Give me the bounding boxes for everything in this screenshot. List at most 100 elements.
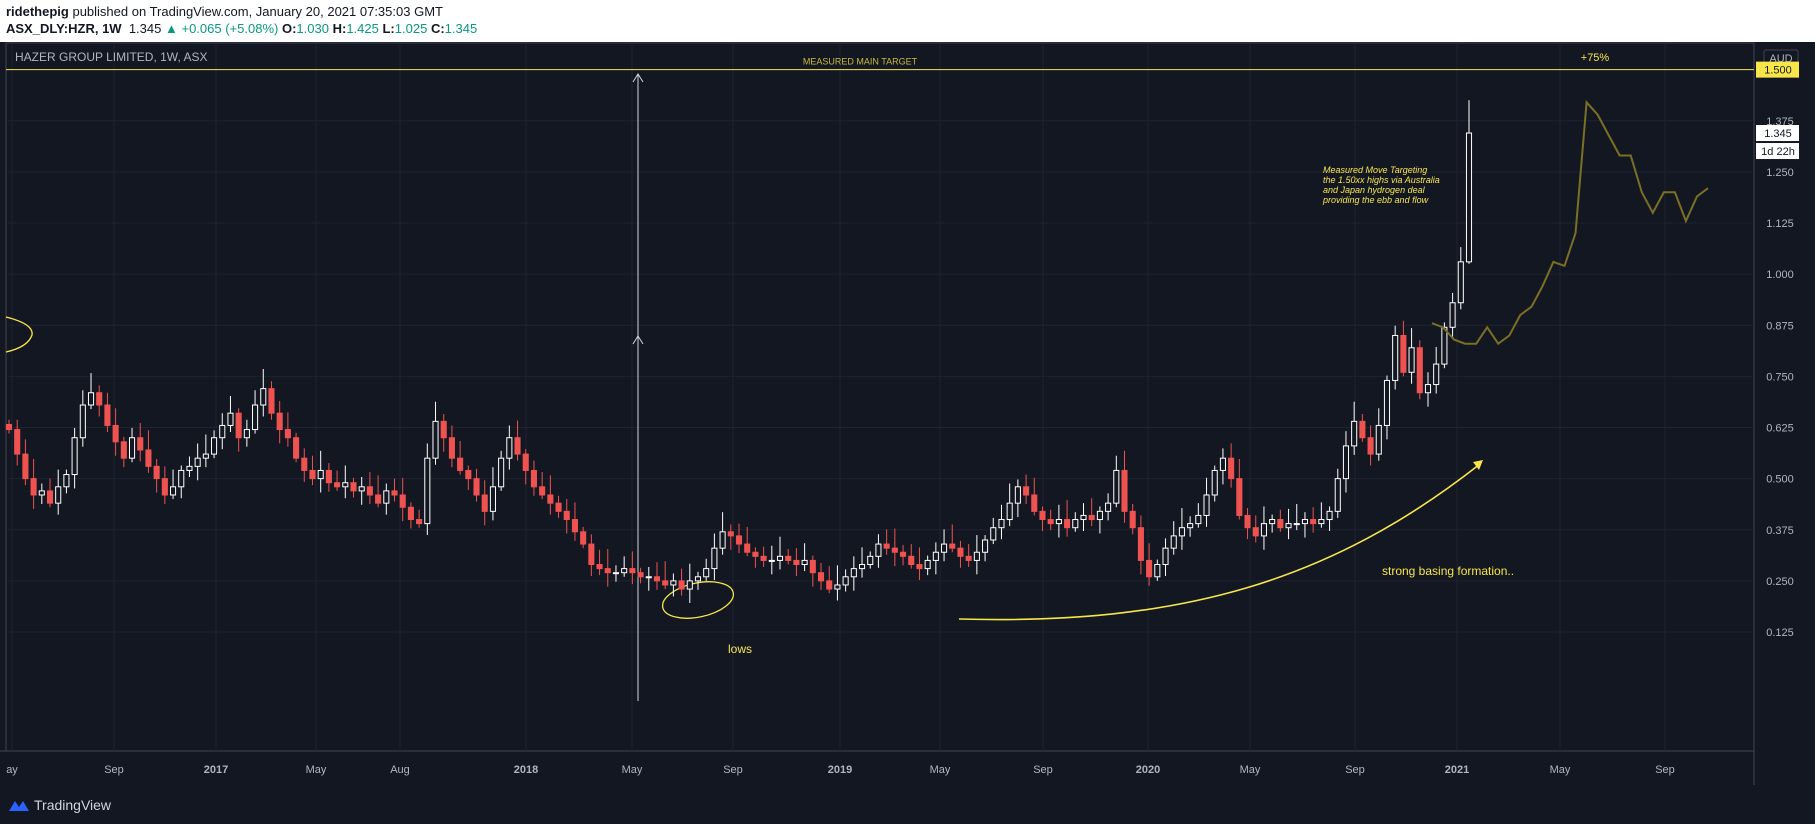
candle-body[interactable] xyxy=(932,551,939,561)
candle-body[interactable] xyxy=(1236,478,1243,516)
candle-body[interactable] xyxy=(539,486,546,496)
candle-body[interactable] xyxy=(867,555,874,566)
candle-body[interactable] xyxy=(161,478,168,496)
projection-line[interactable] xyxy=(1431,99,1709,346)
candle-body[interactable] xyxy=(1260,523,1267,537)
candle-body[interactable] xyxy=(38,490,45,496)
candle-body[interactable] xyxy=(1228,457,1235,480)
candle-body[interactable] xyxy=(1039,510,1046,521)
candle-body[interactable] xyxy=(727,531,734,537)
candle-body[interactable] xyxy=(580,531,587,545)
candle-body[interactable] xyxy=(678,580,685,590)
candle-body[interactable] xyxy=(1211,469,1218,496)
candle-body[interactable] xyxy=(826,580,833,590)
candle-body[interactable] xyxy=(965,555,972,561)
candle-body[interactable] xyxy=(1113,469,1120,504)
price-chart[interactable]: 0.125 0.250 0.375 0.500 0.625 0.750 0.875 1.000… xyxy=(0,42,1815,786)
candle-body[interactable] xyxy=(670,580,677,586)
candle-body[interactable] xyxy=(202,453,209,459)
candle-body[interactable] xyxy=(350,482,357,492)
candle-body[interactable] xyxy=(555,502,562,512)
candle-body[interactable] xyxy=(219,424,226,439)
basing-curve[interactable] xyxy=(958,463,1481,621)
candle-body[interactable] xyxy=(22,453,29,480)
candle-body[interactable] xyxy=(1408,347,1415,373)
candle-body[interactable] xyxy=(752,551,759,557)
candle-body[interactable] xyxy=(153,465,160,480)
candle-body[interactable] xyxy=(629,568,636,574)
candle-body[interactable] xyxy=(900,551,907,557)
candle-body[interactable] xyxy=(178,469,185,488)
candle-body[interactable] xyxy=(834,584,841,590)
candle-body[interactable] xyxy=(293,437,300,459)
candle-body[interactable] xyxy=(850,568,857,578)
candle-body[interactable] xyxy=(1154,564,1161,578)
candle-body[interactable] xyxy=(711,547,718,570)
candle-body[interactable] xyxy=(1121,469,1128,512)
candle-body[interactable] xyxy=(916,564,923,570)
left-edge-ellipse[interactable] xyxy=(5,316,33,353)
candle-body[interactable] xyxy=(1006,502,1013,521)
candle-body[interactable] xyxy=(104,404,111,426)
candle-body[interactable] xyxy=(694,576,702,582)
candle-body[interactable] xyxy=(768,559,775,562)
candle-body[interactable] xyxy=(596,564,603,570)
candle-body[interactable] xyxy=(530,469,537,488)
candle-body[interactable] xyxy=(793,559,800,566)
candle-body[interactable] xyxy=(1031,494,1038,512)
candle-body[interactable] xyxy=(1096,510,1103,521)
candle-body[interactable] xyxy=(1203,494,1210,516)
candle-body[interactable] xyxy=(719,531,726,549)
candle-body[interactable] xyxy=(489,486,496,512)
candle-body[interactable] xyxy=(1367,437,1374,455)
candle-body[interactable] xyxy=(1359,420,1366,439)
candle-body[interactable] xyxy=(1269,519,1276,525)
candle-body[interactable] xyxy=(170,486,177,496)
candle-body[interactable] xyxy=(1277,519,1284,529)
candle-body[interactable] xyxy=(465,469,472,480)
candle-body[interactable] xyxy=(375,494,382,504)
candle-body[interactable] xyxy=(55,486,62,504)
candle-body[interactable] xyxy=(284,429,291,439)
candle-body[interactable] xyxy=(604,568,611,574)
candle-body[interactable] xyxy=(137,437,144,451)
candle-body[interactable] xyxy=(506,437,513,459)
candle-body[interactable] xyxy=(621,568,628,574)
candle-body[interactable] xyxy=(186,465,193,471)
candle-body[interactable] xyxy=(514,437,521,455)
candle-body[interactable] xyxy=(342,482,349,488)
candle-body[interactable] xyxy=(1219,457,1226,471)
candle-body[interactable] xyxy=(145,449,152,467)
candle-body[interactable] xyxy=(1400,334,1407,373)
candle-body[interactable] xyxy=(194,457,201,467)
candle-body[interactable] xyxy=(1318,519,1325,525)
candle-body[interactable] xyxy=(268,388,275,414)
candle-body[interactable] xyxy=(973,551,980,561)
candle-body[interactable] xyxy=(776,555,784,561)
candle-body[interactable] xyxy=(1244,514,1251,529)
candle-body[interactable] xyxy=(785,555,792,561)
candle-body[interactable] xyxy=(744,543,751,553)
candle-body[interactable] xyxy=(908,555,915,566)
candle-body[interactable] xyxy=(1023,486,1030,496)
candle-body[interactable] xyxy=(637,572,644,578)
candle-body[interactable] xyxy=(1392,334,1399,381)
candle-body[interactable] xyxy=(112,424,119,443)
candle-body[interactable] xyxy=(457,457,464,471)
candle-body[interactable] xyxy=(588,543,595,566)
candle-body[interactable] xyxy=(875,543,882,557)
candle-body[interactable] xyxy=(1351,420,1358,447)
candle-body[interactable] xyxy=(1080,514,1087,521)
candle-body[interactable] xyxy=(227,412,234,426)
candle-body[interactable] xyxy=(1252,527,1259,537)
candle-body[interactable] xyxy=(547,494,554,504)
candle-body[interactable] xyxy=(563,510,570,521)
candle-body[interactable] xyxy=(1162,547,1169,566)
candle-body[interactable] xyxy=(1105,502,1112,512)
candle-body[interactable] xyxy=(522,453,529,471)
candle-body[interactable] xyxy=(383,490,390,504)
candle-body[interactable] xyxy=(1195,514,1202,525)
candle-body[interactable] xyxy=(1146,559,1153,578)
candle-body[interactable] xyxy=(1334,478,1341,512)
candle-body[interactable] xyxy=(46,490,54,504)
